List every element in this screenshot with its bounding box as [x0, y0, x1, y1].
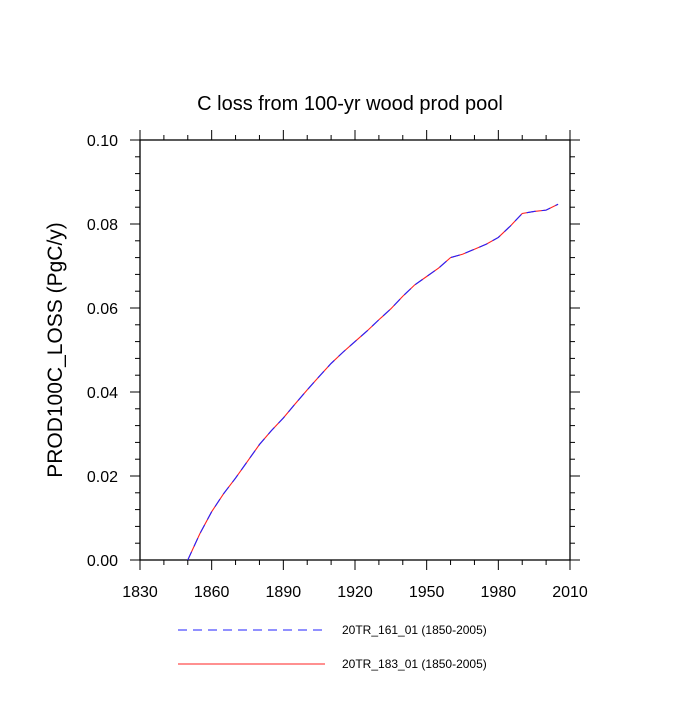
y-tick-label: 0.00 [87, 553, 118, 570]
y-tick-label: 0.04 [87, 385, 118, 402]
legend-label: 20TR_183_01 (1850-2005) [342, 657, 487, 671]
y-tick-label: 0.10 [87, 133, 118, 150]
plot-area: 1830 1860 1890 1920 1950 1980 2010 0.00 0.02 0.04… [87, 130, 588, 601]
x-tick-label: 2010 [552, 584, 588, 601]
y-tick-label: 0.06 [87, 301, 118, 318]
x-tick-label: 1860 [194, 584, 230, 601]
y-tick-label: 0.08 [87, 217, 118, 234]
legend-label: 20TR_161_01 (1850-2005) [342, 623, 487, 637]
y-axis-label: PROD100C_LOSS (PgC/y) [44, 222, 67, 478]
series-line [187, 203, 559, 561]
y-tick-label: 0.02 [87, 469, 118, 486]
x-tick-label: 1890 [266, 584, 302, 601]
x-tick-label: 1830 [122, 584, 158, 601]
chart-title: C loss from 100-yr wood prod pool [197, 93, 503, 115]
x-tick-label: 1980 [481, 584, 517, 601]
x-tick-label: 1950 [409, 584, 445, 601]
legend: 20TR_161_01 (1850-2005) 20TR_183_01 (1850… [178, 623, 487, 671]
x-tick-label: 1920 [337, 584, 373, 601]
